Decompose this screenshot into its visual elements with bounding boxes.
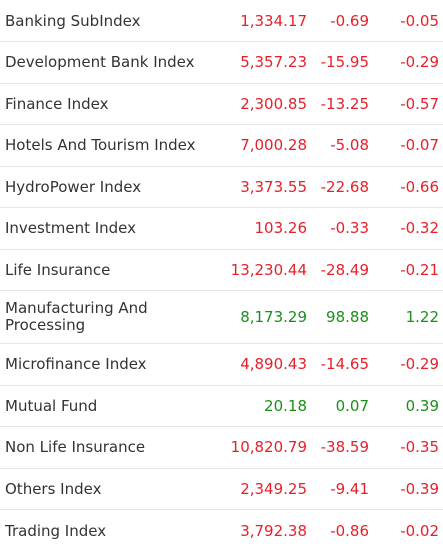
index-percent-change: 1.22 (369, 291, 443, 344)
index-change: -28.49 (307, 249, 369, 291)
table-row[interactable]: Finance Index 2,300.85 -13.25 -0.57 (0, 83, 443, 125)
index-percent-change: -0.32 (369, 208, 443, 250)
index-value: 2,349.25 (220, 468, 307, 510)
index-percent-change: -0.21 (369, 249, 443, 291)
index-value: 20.18 (220, 385, 307, 427)
index-percent-change: -0.57 (369, 83, 443, 125)
index-change: -14.65 (307, 344, 369, 386)
index-name: Banking SubIndex (0, 0, 220, 42)
index-change: -0.86 (307, 510, 369, 551)
index-name: Investment Index (0, 208, 220, 250)
index-change: -5.08 (307, 125, 369, 167)
index-percent-change: -0.29 (369, 42, 443, 84)
index-percent-change: -0.02 (369, 510, 443, 551)
index-percent-change: -0.05 (369, 0, 443, 42)
index-name: Finance Index (0, 83, 220, 125)
index-value: 13,230.44 (220, 249, 307, 291)
index-value: 103.26 (220, 208, 307, 250)
index-value: 2,300.85 (220, 83, 307, 125)
index-change: -0.33 (307, 208, 369, 250)
table-row[interactable]: Banking SubIndex 1,334.17 -0.69 -0.05 (0, 0, 443, 42)
index-percent-change: -0.29 (369, 344, 443, 386)
index-name: Manufacturing And Processing (0, 291, 220, 344)
index-name: Mutual Fund (0, 385, 220, 427)
index-change: 0.07 (307, 385, 369, 427)
table-row[interactable]: Microfinance Index 4,890.43 -14.65 -0.29 (0, 344, 443, 386)
index-percent-change: -0.35 (369, 427, 443, 469)
index-value: 7,000.28 (220, 125, 307, 167)
index-value: 5,357.23 (220, 42, 307, 84)
index-name: HydroPower Index (0, 166, 220, 208)
index-percent-change: -0.66 (369, 166, 443, 208)
index-change: -13.25 (307, 83, 369, 125)
index-change: -38.59 (307, 427, 369, 469)
table-row[interactable]: Non Life Insurance 10,820.79 -38.59 -0.3… (0, 427, 443, 469)
table-row[interactable]: HydroPower Index 3,373.55 -22.68 -0.66 (0, 166, 443, 208)
table-row[interactable]: Development Bank Index 5,357.23 -15.95 -… (0, 42, 443, 84)
index-percent-change: -0.07 (369, 125, 443, 167)
index-change: 98.88 (307, 291, 369, 344)
index-change: -0.69 (307, 0, 369, 42)
index-value: 8,173.29 (220, 291, 307, 344)
index-name: Trading Index (0, 510, 220, 551)
index-value: 3,373.55 (220, 166, 307, 208)
table-row[interactable]: Trading Index 3,792.38 -0.86 -0.02 (0, 510, 443, 551)
table-row[interactable]: Others Index 2,349.25 -9.41 -0.39 (0, 468, 443, 510)
index-change: -15.95 (307, 42, 369, 84)
index-name: Microfinance Index (0, 344, 220, 386)
index-change: -22.68 (307, 166, 369, 208)
table-row[interactable]: Hotels And Tourism Index 7,000.28 -5.08 … (0, 125, 443, 167)
index-value: 1,334.17 (220, 0, 307, 42)
index-value: 4,890.43 (220, 344, 307, 386)
index-percent-change: -0.39 (369, 468, 443, 510)
index-name: Others Index (0, 468, 220, 510)
index-name: Hotels And Tourism Index (0, 125, 220, 167)
index-name: Non Life Insurance (0, 427, 220, 469)
index-name: Development Bank Index (0, 42, 220, 84)
index-change: -9.41 (307, 468, 369, 510)
index-name: Life Insurance (0, 249, 220, 291)
table-row[interactable]: Mutual Fund 20.18 0.07 0.39 (0, 385, 443, 427)
table-row[interactable]: Investment Index 103.26 -0.33 -0.32 (0, 208, 443, 250)
table-row[interactable]: Manufacturing And Processing 8,173.29 98… (0, 291, 443, 344)
table-row[interactable]: Life Insurance 13,230.44 -28.49 -0.21 (0, 249, 443, 291)
index-value: 3,792.38 (220, 510, 307, 551)
index-value: 10,820.79 (220, 427, 307, 469)
index-percent-change: 0.39 (369, 385, 443, 427)
